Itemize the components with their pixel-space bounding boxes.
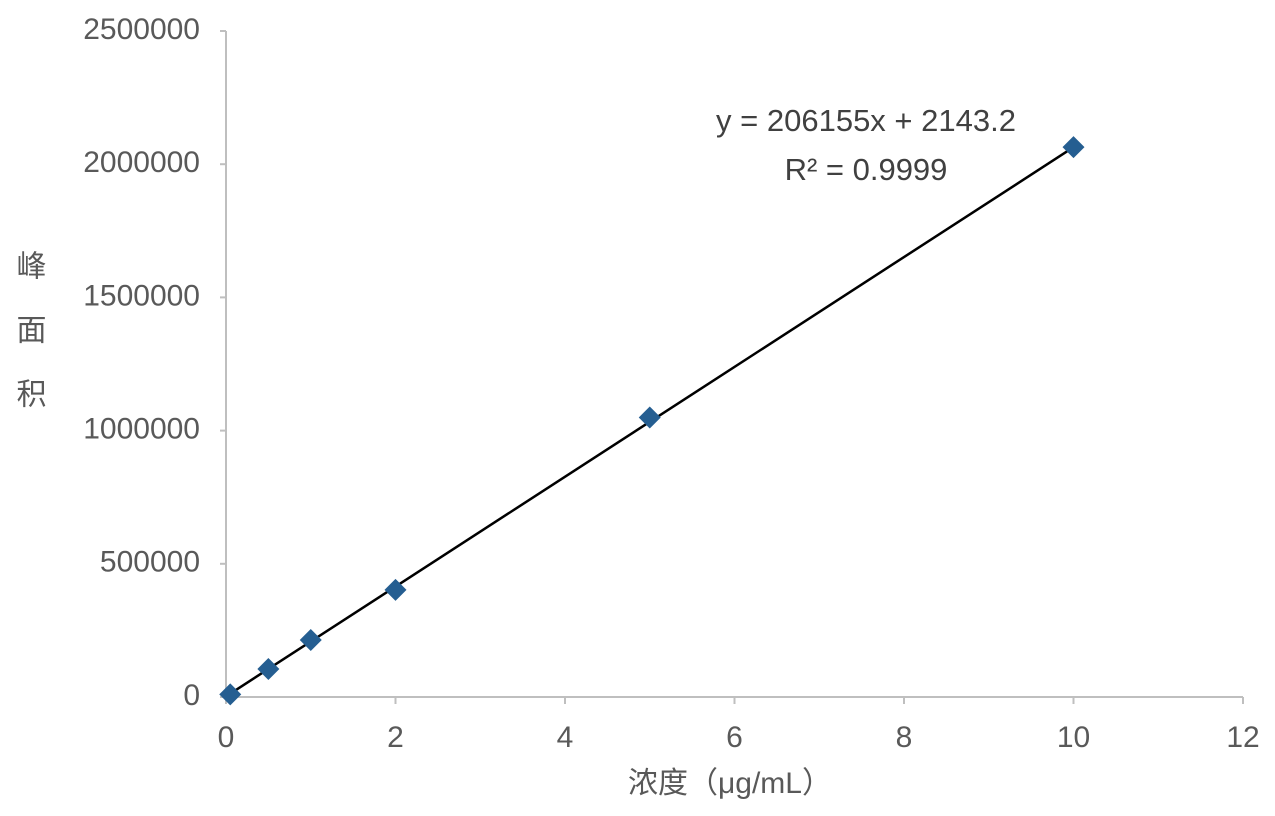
x-tick-label: 4 xyxy=(557,721,574,754)
marker xyxy=(299,628,322,651)
y-tick-label: 500000 xyxy=(100,546,200,579)
x-tick-label: 6 xyxy=(726,721,743,754)
x-tick-label: 10 xyxy=(1057,721,1090,754)
trendline-r-squared: R² = 0.9999 xyxy=(785,152,948,187)
x-tick-label: 8 xyxy=(896,721,913,754)
marker xyxy=(638,406,661,429)
marker xyxy=(1062,136,1085,159)
marker xyxy=(219,683,242,706)
marker xyxy=(384,578,407,601)
y-tick-label: 2500000 xyxy=(83,13,200,46)
x-tick-label: 0 xyxy=(218,721,235,754)
y-tick-label: 0 xyxy=(183,679,200,712)
x-tick-label: 2 xyxy=(387,721,404,754)
y-tick-label: 2000000 xyxy=(83,146,200,179)
marker xyxy=(257,658,280,681)
x-axis-title: 浓度（μg/mL） xyxy=(628,767,832,800)
y-axis-title: 峰面积 xyxy=(12,250,47,442)
y-tick-label: 1000000 xyxy=(83,413,200,446)
y-tick-label: 1500000 xyxy=(83,279,200,312)
trendline-equation: y = 206155x + 2143.2 xyxy=(716,103,1016,138)
x-tick-label: 12 xyxy=(1226,721,1259,754)
